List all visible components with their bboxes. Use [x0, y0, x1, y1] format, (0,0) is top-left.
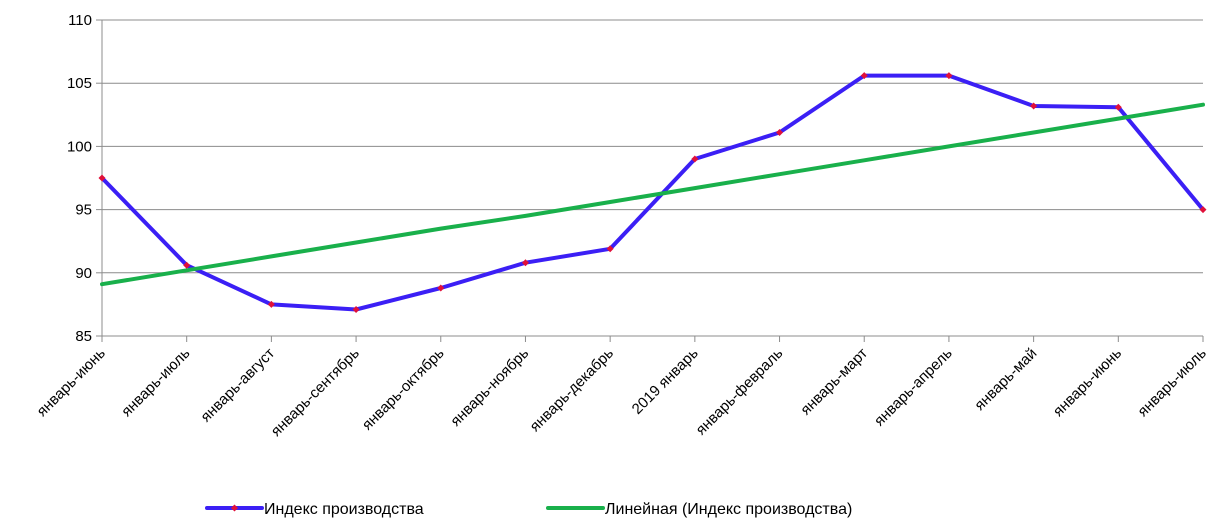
x-tick-label: январь-март [797, 345, 871, 419]
x-tick-label: январь-февраль [693, 345, 787, 439]
x-tick-label: январь-май [971, 345, 1040, 414]
data-point-marker [691, 155, 699, 163]
x-tick-labels: январь-июнь январь-июль январь-августянвар… [34, 345, 1207, 440]
x-tick-label: январь-октябрь [359, 345, 448, 434]
legend-marker-production-index [231, 504, 238, 512]
gridlines [102, 19, 1203, 337]
y-tick-label: 85 [75, 328, 92, 345]
x-tick-label: январь-сентябрь [268, 345, 363, 440]
data-point-marker [352, 305, 360, 313]
y-tick-label: 95 [75, 202, 92, 219]
x-tick-label: январь-июль [118, 345, 193, 420]
y-tick-label: 110 [68, 12, 92, 29]
trendline-linear [100, 102, 1205, 287]
y-tick-label: 100 [67, 138, 92, 155]
series-line-production-index [100, 73, 1205, 312]
data-point-marker [860, 72, 868, 80]
data-point-marker [606, 245, 614, 253]
series-markers [98, 72, 1207, 313]
legend-label-production-index: Индекс производства [264, 501, 424, 518]
legend-label-trendline: Линейная (Индекс производства) [605, 501, 852, 518]
x-tick-label: январь-июнь [1050, 345, 1125, 420]
x-tick-label: 2019 январь [629, 345, 702, 418]
y-tick-label: 105 [67, 75, 92, 92]
y-tick-label: 90 [75, 265, 92, 282]
x-tick-label: январь-июнь [34, 345, 109, 420]
data-point-marker [521, 259, 529, 267]
series-lines [100, 73, 1205, 312]
data-point-marker [437, 284, 445, 292]
data-point-marker [183, 261, 191, 269]
data-point-marker [1114, 103, 1122, 111]
data-point-marker [1030, 102, 1038, 110]
axes [96, 19, 1204, 342]
data-point-marker [267, 300, 275, 308]
data-point-marker [98, 174, 106, 182]
y-tick-labels: 85 90 95 100 105 110 [67, 12, 92, 345]
x-tick-label: январь-ноябрь [447, 345, 532, 430]
data-point-marker [1199, 206, 1207, 214]
x-tick-label: январь-август [197, 345, 278, 426]
data-point-marker [945, 72, 953, 80]
legend: Индекс производства Линейная (Индекс прои… [205, 501, 852, 518]
x-tick-label: январь-июль [1134, 345, 1207, 420]
data-point-marker [776, 128, 784, 136]
x-tick-label: январь-апрель [871, 345, 956, 430]
x-tick-label: январь-декабрь [527, 345, 617, 435]
